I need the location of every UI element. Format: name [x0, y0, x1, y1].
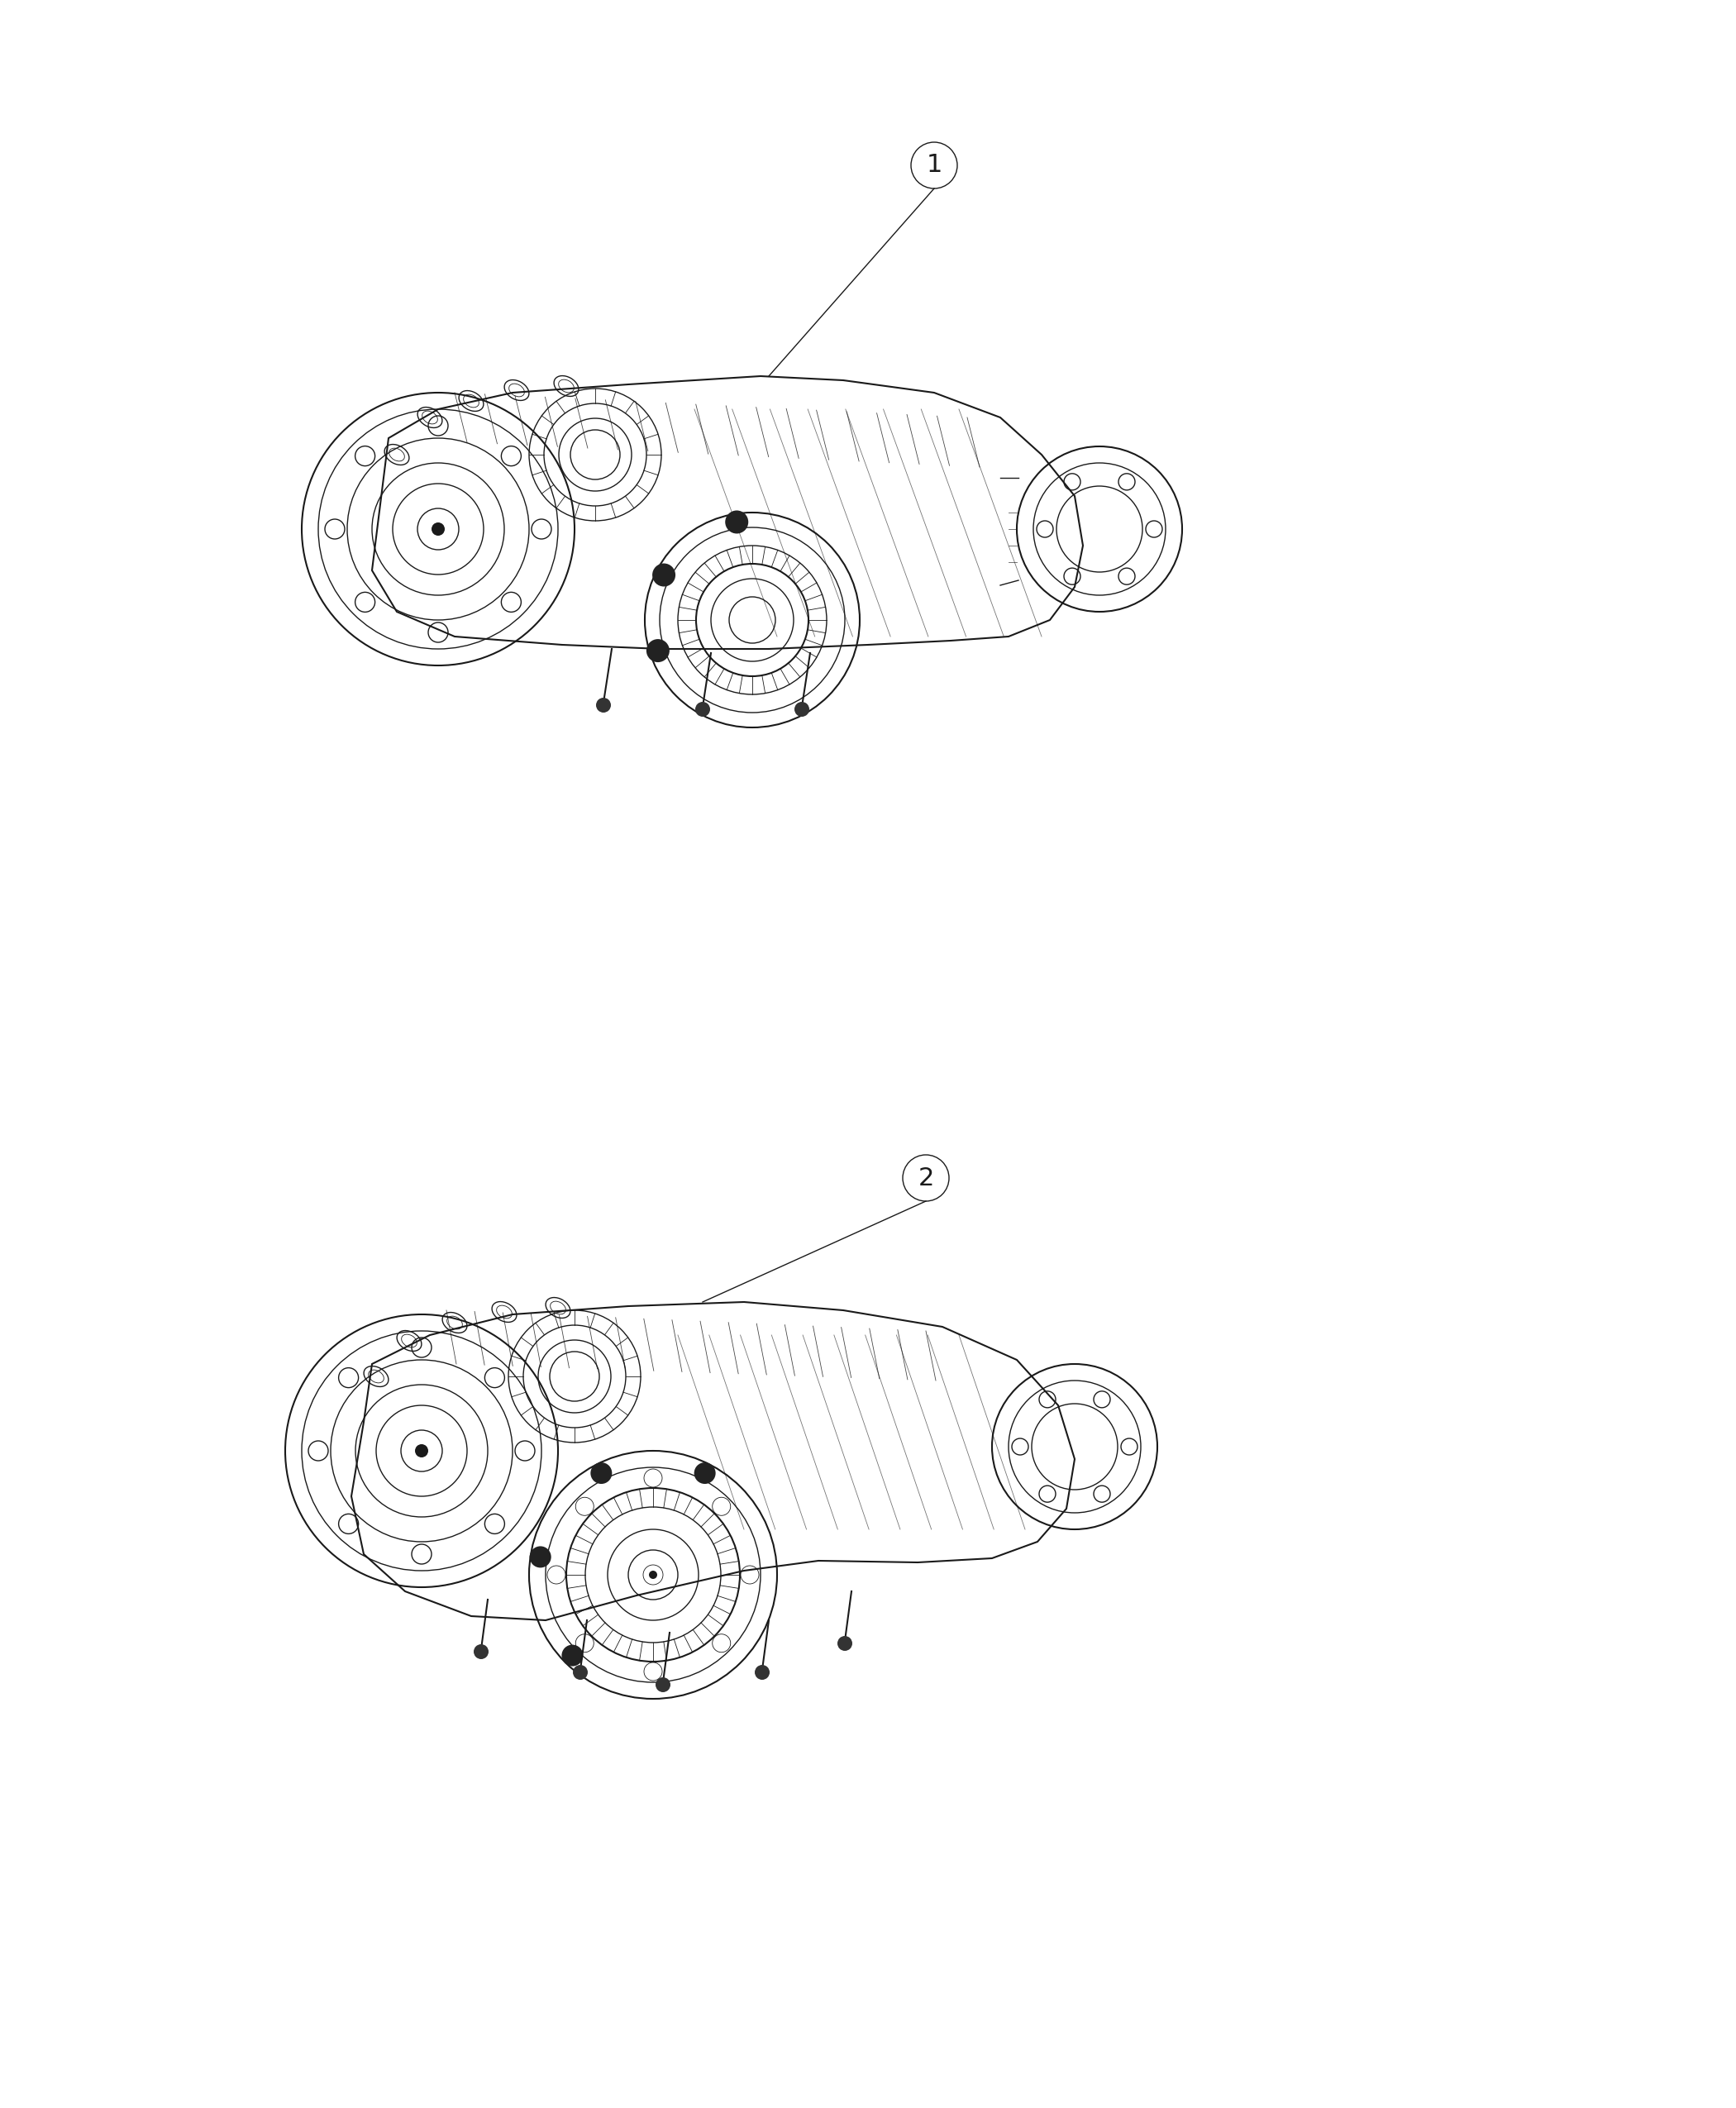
Circle shape	[755, 1665, 769, 1680]
Circle shape	[837, 1636, 852, 1651]
Circle shape	[432, 523, 444, 535]
Circle shape	[653, 563, 675, 586]
Circle shape	[595, 698, 611, 713]
Circle shape	[656, 1678, 670, 1693]
Circle shape	[795, 702, 809, 717]
Circle shape	[573, 1665, 589, 1680]
Circle shape	[562, 1644, 583, 1665]
Circle shape	[415, 1444, 429, 1457]
Circle shape	[474, 1644, 488, 1659]
Circle shape	[694, 1463, 715, 1484]
Circle shape	[590, 1463, 613, 1484]
Text: 1: 1	[925, 154, 943, 177]
Circle shape	[646, 639, 670, 662]
Circle shape	[694, 702, 710, 717]
Circle shape	[529, 1545, 550, 1568]
Circle shape	[649, 1570, 658, 1579]
Circle shape	[726, 510, 748, 533]
Text: 2: 2	[918, 1166, 934, 1191]
